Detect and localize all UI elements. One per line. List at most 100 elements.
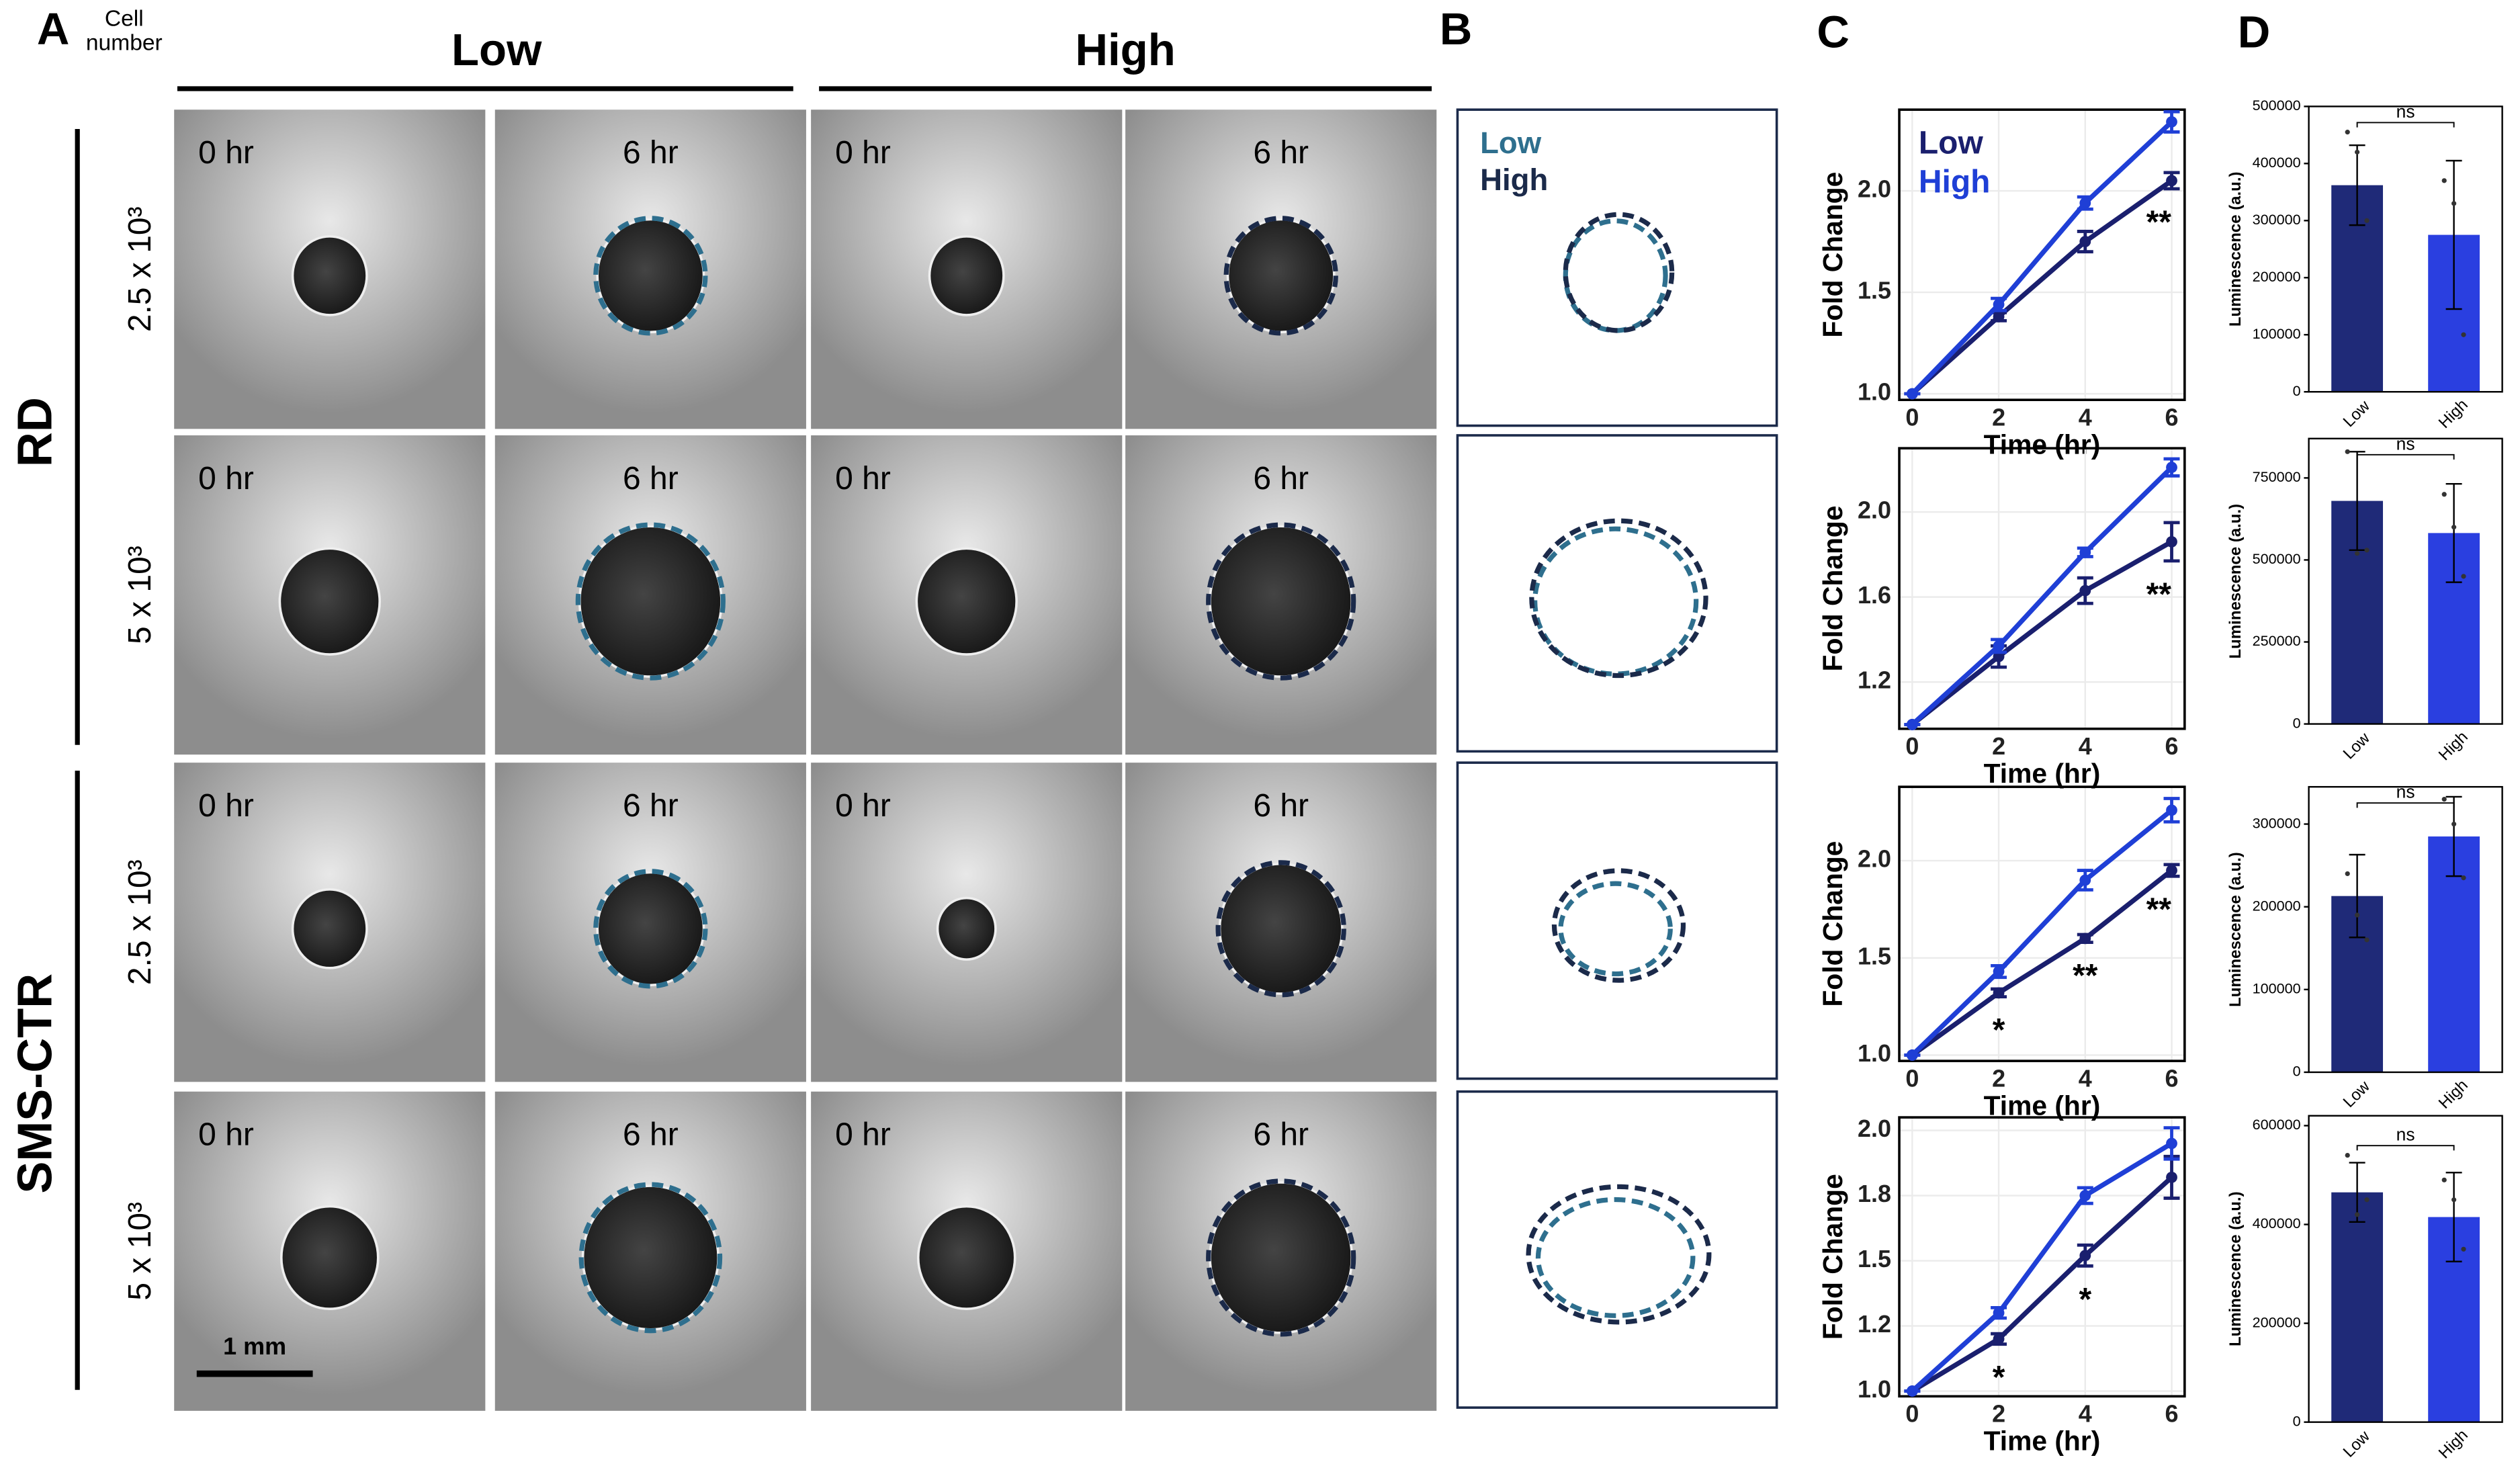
y-tick-label: 300000 xyxy=(2253,814,2301,831)
spheroid-outline xyxy=(593,869,708,989)
significance: * xyxy=(1993,1012,2005,1048)
y-axis-title: Luminescence (a.u.) xyxy=(2226,504,2245,659)
point xyxy=(1993,1333,2005,1345)
time-label: 0 hr xyxy=(198,1117,254,1153)
point xyxy=(2079,585,2091,597)
series-line xyxy=(1910,808,2173,1057)
data-point xyxy=(2364,218,2370,223)
x-tick-label: 2 xyxy=(1992,403,2005,431)
series-line xyxy=(1910,120,2173,396)
bar xyxy=(2331,1192,2384,1422)
x-tick-label: 0 xyxy=(1905,732,1919,760)
y-tick-label: 1.6 xyxy=(1858,581,1891,609)
data-point xyxy=(2441,1177,2447,1182)
x-axis-title: Time (hr) xyxy=(1984,1090,2101,1121)
data-point xyxy=(2345,1152,2350,1158)
data-point xyxy=(2364,937,2370,943)
y-axis-title: Luminescence (a.u.) xyxy=(2226,1191,2245,1346)
time-label: 6 hr xyxy=(623,1117,679,1153)
point xyxy=(2166,865,2177,876)
data-point xyxy=(2345,449,2350,454)
y-tick-label: 1.0 xyxy=(1858,1375,1891,1403)
error-bar xyxy=(2349,144,2365,226)
legend-entry: High xyxy=(1919,164,1991,200)
x-tick-label: 6 xyxy=(2165,732,2179,760)
time-label: 6 hr xyxy=(623,135,679,171)
series-line xyxy=(1911,539,2173,727)
spheroid xyxy=(916,1205,1016,1311)
y-tick-label: 2.0 xyxy=(1858,496,1891,524)
x-tick-label: 6 xyxy=(2165,403,2179,431)
data-point xyxy=(2364,1197,2370,1203)
series-line xyxy=(1911,868,2173,1057)
point xyxy=(1993,965,2005,978)
time-label: 0 hr xyxy=(198,135,254,171)
x-axis-title: Time (hr) xyxy=(1984,1426,2101,1457)
y-tick-label: 1.5 xyxy=(1858,942,1891,969)
spheroid xyxy=(291,888,368,969)
point xyxy=(1993,987,2005,999)
time-label: 6 hr xyxy=(1253,1117,1309,1153)
point xyxy=(1993,298,2005,310)
x-tick-label: 0 xyxy=(1905,1064,1919,1092)
data-point xyxy=(2364,548,2370,553)
point xyxy=(2079,236,2091,247)
data-point xyxy=(2451,821,2457,827)
outline-high xyxy=(1563,212,1675,333)
y-tick-label: 1.2 xyxy=(1858,666,1891,694)
series-line xyxy=(1910,466,2174,727)
error-bar xyxy=(2349,853,2365,939)
plot-frame xyxy=(1898,447,2186,730)
point xyxy=(1906,1385,1918,1397)
y-tick-label: 0 xyxy=(2293,382,2301,399)
y-tick-label: 200000 xyxy=(2253,897,2301,914)
seeding-label: 2.5 x 10³ xyxy=(122,859,158,985)
cell-number-box: Cell number xyxy=(85,6,163,55)
error-bar xyxy=(2445,1172,2462,1262)
data-point xyxy=(2441,797,2447,802)
panel-label: D xyxy=(2238,7,2271,58)
y-tick-label: 1.8 xyxy=(1858,1180,1891,1207)
spheroid-outline xyxy=(1223,216,1338,336)
data-point xyxy=(2451,525,2457,530)
y-tick-label: 1.5 xyxy=(1858,1245,1891,1272)
charts: 1.0 1.5 2.0 0 2 4 6 Time (hr) Fold Change LowHigh… xyxy=(1817,97,2503,1462)
error-bar xyxy=(2349,1162,2365,1223)
time-label: 6 hr xyxy=(623,461,679,496)
point xyxy=(2079,546,2091,558)
y-tick-label: 500000 xyxy=(2253,97,2301,114)
outline-low xyxy=(1558,881,1673,977)
y-tick-label: 100000 xyxy=(2253,980,2301,997)
x-tick-label: 2 xyxy=(1992,1064,2005,1092)
time-label: 0 hr xyxy=(835,788,891,824)
point xyxy=(2166,1171,2177,1183)
x-tick-label: 4 xyxy=(2079,403,2092,431)
spheroid-outline xyxy=(1215,860,1346,998)
y-axis-title: Luminescence (a.u.) xyxy=(2226,852,2245,1007)
point xyxy=(2079,874,2091,886)
data-point xyxy=(2451,1197,2457,1203)
time-label: 6 hr xyxy=(1253,461,1309,496)
y-tick-label: 1.0 xyxy=(1858,1039,1891,1067)
y-tick-label: 250000 xyxy=(2253,632,2301,649)
y-tick-label: 100000 xyxy=(2253,325,2301,342)
x-tick-label: 0 xyxy=(1905,1400,1919,1428)
data-point xyxy=(2451,201,2457,206)
spheroid-outline xyxy=(1206,1178,1356,1337)
time-label: 0 hr xyxy=(835,135,891,171)
significance: ns xyxy=(2396,101,2415,122)
y-tick-label: 1.0 xyxy=(1858,378,1891,406)
data-point xyxy=(2461,875,2466,881)
data-point xyxy=(2355,551,2360,556)
y-tick-label: 2.0 xyxy=(1858,845,1891,873)
y-tick-label: 600000 xyxy=(2253,1116,2301,1133)
cell-number-label: Cell number xyxy=(85,6,163,55)
legend-high: High xyxy=(1480,163,1548,197)
data-point xyxy=(2355,1212,2360,1217)
panel-label: A xyxy=(37,4,70,54)
x-tick-label: 2 xyxy=(1992,732,2005,760)
data-point xyxy=(2355,912,2360,918)
significance: ns xyxy=(2396,433,2415,453)
y-tick-label: 1.5 xyxy=(1858,277,1891,304)
